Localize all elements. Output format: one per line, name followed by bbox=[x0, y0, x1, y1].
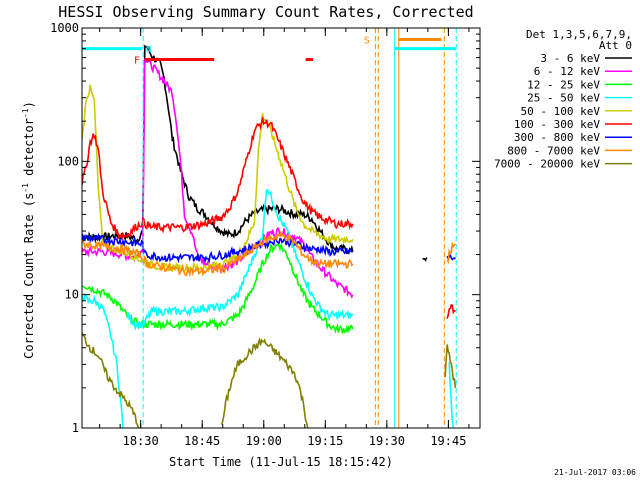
legend-entry-5: 50 - 100 keV bbox=[521, 105, 601, 118]
x-tick-label-5: 19:30 bbox=[369, 434, 405, 448]
series-line-6-segment-1 bbox=[82, 117, 354, 241]
x-tick-label-2: 18:45 bbox=[184, 434, 220, 448]
flag-3: S bbox=[364, 35, 370, 46]
x-tick-label-1: 18:30 bbox=[123, 434, 159, 448]
legend-header-line-2: Att 0 bbox=[599, 39, 632, 52]
plot-frame bbox=[81, 27, 481, 429]
legend-entry-9: 7000 - 20000 keV bbox=[494, 158, 600, 171]
legend-entry-2: 6 - 12 keV bbox=[534, 65, 601, 78]
x-tick-label-6: 19:45 bbox=[430, 434, 466, 448]
legend-entry-8: 800 - 7000 keV bbox=[507, 144, 600, 157]
timestamp: 21-Jul-2017 03:06 bbox=[554, 468, 636, 477]
legend-entry-7: 300 - 800 keV bbox=[514, 131, 600, 144]
x-axis-label: Start Time (11-Jul-15 18:15:42) bbox=[169, 455, 393, 469]
series-layer bbox=[82, 44, 457, 428]
series-line-4-segment-1 bbox=[82, 292, 124, 428]
series-line-1-segment-1 bbox=[82, 44, 354, 255]
y-tick-label-1: 1 bbox=[72, 421, 79, 435]
series-line-5-segment-1 bbox=[82, 84, 354, 274]
series-line-4-segment-2 bbox=[126, 189, 354, 331]
series-line-9-segment-2 bbox=[220, 336, 309, 428]
legend-entry-1: 3 - 6 keV bbox=[540, 52, 600, 65]
x-tick-label-3: 19:00 bbox=[246, 434, 282, 448]
legend-entry-4: 25 - 50 keV bbox=[527, 92, 600, 105]
y-tick-label-4: 1000 bbox=[50, 21, 79, 35]
y-tick-label-3: 100 bbox=[57, 154, 79, 168]
legend-entry-6: 100 - 300 keV bbox=[514, 118, 600, 131]
series-line-7-segment-1 bbox=[82, 233, 353, 264]
y-tick-label-2: 10 bbox=[65, 288, 79, 302]
x-tick-label-4: 19:15 bbox=[307, 434, 343, 448]
axis-layer: 18:30 18:45 19:00 19:15 19:30 19:45 1 10 100 1000 bbox=[50, 21, 480, 448]
series-line-9-segment-1 bbox=[82, 332, 140, 428]
series-line-8-segment-2 bbox=[446, 241, 456, 265]
series-line-1-segment-2 bbox=[422, 257, 428, 262]
y-axis-label: Corrected Count Rate (s-1 detector-1) bbox=[21, 101, 36, 359]
legend-header-line-1: Det 1,3,5,6,7,9, bbox=[526, 28, 632, 41]
series-line-9-segment-3 bbox=[444, 344, 457, 388]
legend-entry-3: 12 - 25 keV bbox=[527, 78, 600, 91]
marker-layer: FN S bbox=[82, 28, 457, 428]
series-line-6-segment-2 bbox=[446, 304, 456, 319]
flag-1: F bbox=[134, 56, 140, 67]
chart-title: HESSI Observing Summary Count Rates, Cor… bbox=[58, 3, 473, 21]
series-line-8-segment-1 bbox=[82, 230, 354, 278]
flag-2: N bbox=[146, 45, 152, 56]
series-line-4-segment-3 bbox=[448, 362, 455, 428]
